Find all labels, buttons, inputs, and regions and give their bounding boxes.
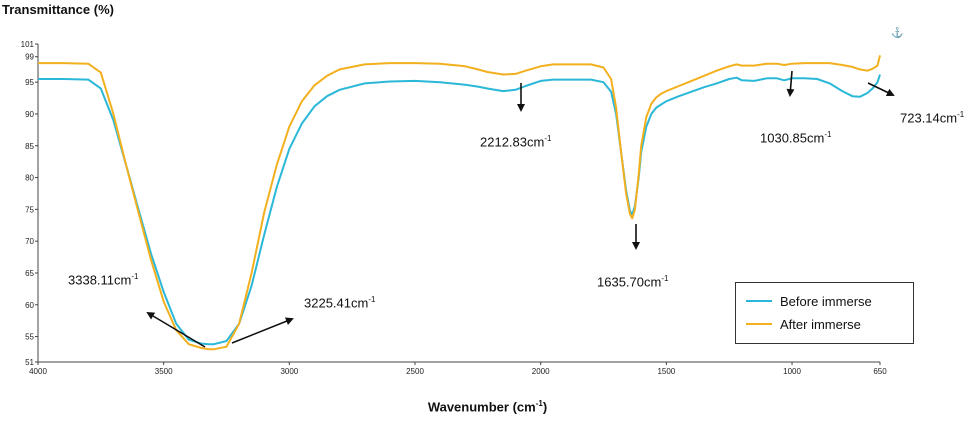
arrow-3225 <box>231 317 294 344</box>
series-layer <box>38 55 881 351</box>
y-tick-label: 101 <box>21 40 35 49</box>
annotation-3225-sup: -1 <box>368 295 376 304</box>
legend-swatch-before <box>746 300 772 302</box>
x-axis-title-text: Wavenumber (cm <box>427 399 536 415</box>
annotation-1030: 1030.85cm-1 <box>760 130 831 145</box>
annotation-1030-sup: -1 <box>824 130 832 139</box>
annotation-2212-text: 2212.83cm <box>480 134 545 150</box>
y-tick-label: 51 <box>25 358 34 367</box>
series-line-before <box>38 74 881 346</box>
anchor-marker-icon: ⚓ <box>891 28 904 39</box>
chart-legend: Before immerse After immerse <box>735 282 914 344</box>
annotation-3338-sup: -1 <box>131 272 139 281</box>
annotation-2212-sup: -1 <box>544 134 552 143</box>
annotation-arrows <box>146 70 895 348</box>
legend-label-after: After immerse <box>780 316 861 332</box>
annotation-723-sup: -1 <box>957 110 965 119</box>
y-tick-label: 55 <box>25 333 34 342</box>
chart-axes: 51 55 60 65 70 75 80 85 90 95 99 101 4000 3500 3000 250… <box>21 40 888 376</box>
x-tick-label: 650 <box>873 367 887 376</box>
y-tick-label: 95 <box>25 78 34 87</box>
x-tick-label: 1000 <box>783 367 801 376</box>
x-tick-label: 2000 <box>532 367 550 376</box>
annotation-1030-text: 1030.85cm <box>760 130 825 146</box>
legend-label-before: Before immerse <box>780 293 872 309</box>
y-tick-label: 65 <box>25 269 34 278</box>
annotation-3225-text: 3225.41cm <box>304 295 369 311</box>
annotation-1635-text: 1635.70cm <box>597 274 662 290</box>
x-tick-label: 3500 <box>155 367 173 376</box>
x-tick-label: 3000 <box>280 367 298 376</box>
legend-item-after: After immerse <box>746 315 861 333</box>
series-line-after <box>38 55 881 351</box>
y-axis-title: Transmittance (%) <box>2 2 114 17</box>
legend-item-before: Before immerse <box>746 292 872 310</box>
arrow-723 <box>867 82 895 97</box>
y-tick-label: 70 <box>25 237 34 246</box>
x-axis-title: Wavenumber (cm-1) <box>0 399 975 414</box>
x-tick-label: 4000 <box>29 367 47 376</box>
annotation-3338-text: 3338.11cm <box>68 272 132 288</box>
legend-swatch-after <box>746 323 772 325</box>
arrow-1030 <box>786 70 795 97</box>
annotation-723-text: 723.14cm <box>900 110 958 126</box>
annotation-3338: 3338.11cm-1 <box>68 272 138 287</box>
x-tick-label: 1500 <box>657 367 675 376</box>
x-axis-title-sup: -1 <box>535 399 543 408</box>
annotation-1635-sup: -1 <box>661 274 669 283</box>
annotation-3225: 3225.41cm-1 <box>304 295 375 310</box>
y-tick-label: 99 <box>25 53 34 62</box>
y-tick-label: 85 <box>25 142 34 151</box>
x-tick-label: 2500 <box>406 367 424 376</box>
y-tick-label: 90 <box>25 110 34 119</box>
annotation-723: 723.14cm-1 <box>900 110 964 125</box>
arrow-3338 <box>146 311 206 348</box>
y-tick-label: 75 <box>25 205 34 214</box>
annotation-1635: 1635.70cm-1 <box>597 274 668 289</box>
annotation-2212: 2212.83cm-1 <box>480 134 551 149</box>
y-tick-label: 80 <box>25 174 34 183</box>
y-tick-label: 60 <box>25 301 34 310</box>
x-axis-title-suffix: ) <box>542 399 548 415</box>
